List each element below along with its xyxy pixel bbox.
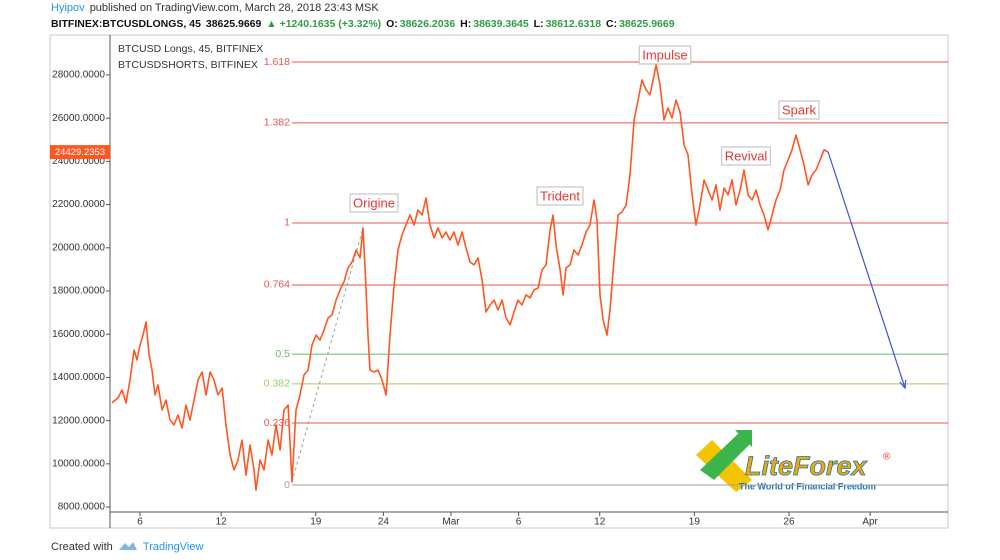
- fib-label: 1.618: [264, 56, 290, 68]
- watermark: LiteForex ® The World of Financial Freed…: [696, 430, 891, 492]
- ohlc-label: H:: [460, 18, 472, 30]
- annotation-box: [721, 146, 771, 166]
- ohlc-value: 38626.2036: [399, 18, 456, 30]
- ohlc-label: L:: [533, 18, 544, 30]
- x-tick-label: 12: [594, 517, 606, 528]
- ohlc-label: C:: [605, 18, 618, 30]
- y-tick-label: 26000.0000: [52, 113, 105, 124]
- y-tick-label: 14000.0000: [52, 372, 105, 383]
- annotation: Spark: [778, 100, 820, 120]
- publish-line: Hyipov published on TradingView.com, Mar…: [51, 2, 381, 14]
- footer-link[interactable]: TradingView: [142, 541, 204, 553]
- annotation-text: Trident: [540, 188, 580, 203]
- price-line: [111, 64, 829, 491]
- y-tick-label: 18000.0000: [52, 286, 105, 297]
- publish-info: published on TradingView.com, March 28, …: [89, 2, 379, 14]
- chart-frame: [49, 34, 949, 529]
- projection: [827, 151, 906, 389]
- annotation-box: [349, 193, 399, 213]
- annotation: Trident: [536, 186, 584, 206]
- price-tag: [50, 145, 110, 160]
- symbol: BITFINEX:BTCUSDLONGS, 45: [51, 18, 201, 30]
- fib-label: 0.764: [264, 279, 290, 291]
- fib-anchor: [291, 227, 364, 483]
- fib-label: 1.382: [264, 117, 290, 129]
- x-tick-label: Apr: [862, 517, 878, 528]
- brand: LiteForex: [745, 451, 868, 481]
- x-tick-label: 19: [689, 517, 701, 528]
- x-tick-label: 24: [378, 517, 390, 528]
- fib-label: 0: [284, 479, 290, 491]
- annotation-text: Revival: [725, 148, 768, 163]
- legend-entry: BTCUSD Longs, 45, BITFINEX: [118, 43, 263, 55]
- x-tick-label: 26: [783, 517, 795, 528]
- x-tick-label: 19: [310, 517, 322, 528]
- ohlc-value: 38625.9669: [619, 18, 675, 30]
- annotation: Origine: [349, 193, 399, 213]
- annotation-box: [778, 100, 820, 120]
- y-tick-label: 16000.0000: [52, 329, 105, 340]
- author-link[interactable]: Hyipov: [51, 2, 85, 14]
- annotation: Impulse: [638, 45, 692, 65]
- annotation-box: [536, 186, 584, 206]
- price-tag-label: 24429.2353: [55, 147, 105, 158]
- quote-line: BITFINEX:BTCUSDLONGS, 45 38625.9669 ▲ +1…: [51, 18, 677, 30]
- y-tick-label: 22000.0000: [52, 199, 105, 210]
- ohlc-value: 38639.3645: [473, 18, 529, 30]
- y-tick-label: 20000.0000: [52, 242, 105, 253]
- y-tick-label: 12000.0000: [52, 415, 105, 426]
- y-tick-label: 10000.0000: [52, 458, 105, 469]
- footer: Created with TradingView: [51, 538, 203, 553]
- x-tick-label: Mar: [442, 517, 460, 528]
- change: ▲ +1240.1635 (+3.32%): [266, 18, 382, 30]
- legend-entry: BTCUSDSHORTS, BITFINEX: [118, 59, 258, 71]
- footer-text: Created with: [51, 541, 113, 553]
- annotation-text: Impulse: [642, 47, 688, 62]
- fib-label: 1: [284, 217, 290, 229]
- annotation-box: [638, 45, 692, 65]
- fib-label: 0.382: [264, 378, 290, 390]
- annotation-text: Origine: [353, 195, 395, 210]
- ohlc-value: 38612.6318: [545, 18, 602, 30]
- annotation: Revival: [721, 146, 771, 166]
- brand-mark: ®: [883, 452, 891, 463]
- x-tick-label: 12: [216, 517, 228, 528]
- y-tick-label: 28000.0000: [52, 70, 105, 81]
- annotation-text: Spark: [782, 102, 816, 117]
- tagline: The World of Financial Freedom: [739, 481, 876, 491]
- y-tick-label: 8000.0000: [58, 502, 106, 513]
- y-tick-label: 24000.0000: [52, 156, 105, 167]
- logo-shape: [700, 432, 752, 480]
- x-tick-label: 6: [137, 517, 143, 528]
- logo-shape: [735, 430, 752, 447]
- fib-label: 0.5: [275, 348, 290, 360]
- x-tick-label: 6: [516, 517, 522, 528]
- arrow-head: [899, 379, 907, 390]
- ohlc-label: O:: [386, 18, 398, 30]
- price: 38625.9669: [205, 18, 262, 30]
- tv-logo: [118, 542, 137, 550]
